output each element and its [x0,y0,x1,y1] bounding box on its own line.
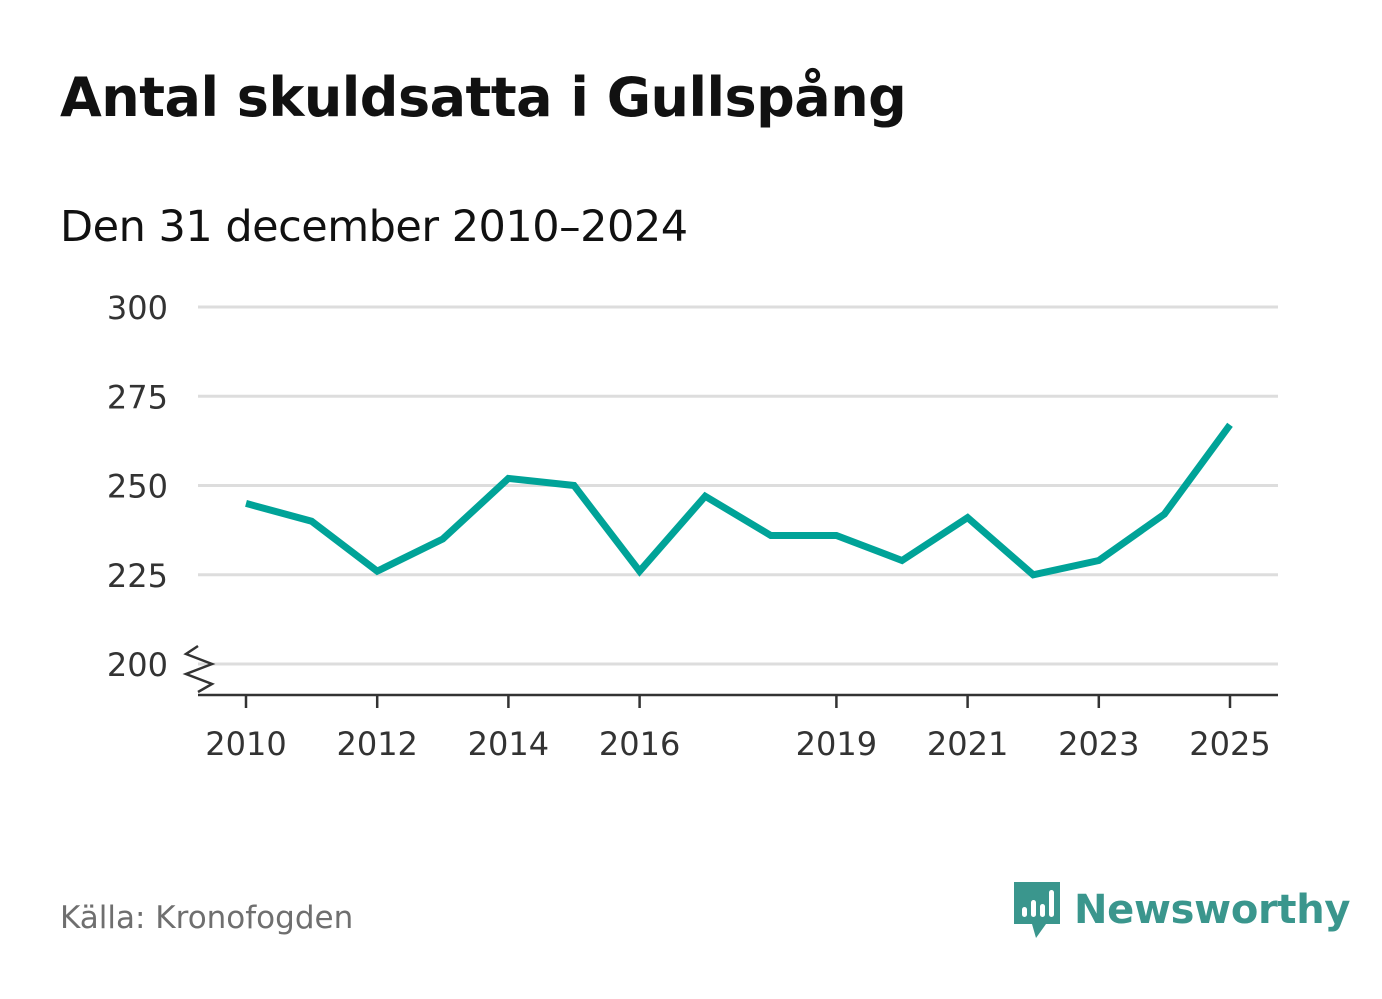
x-tick-label: 2014 [468,725,549,763]
y-axis-ticks: 200 225 250 275 300 [107,289,216,694]
newsworthy-logo-icon [1014,882,1060,938]
x-tick-label: 2025 [1189,725,1270,763]
chart-subtitle: Den 31 december 2010–2024 [60,202,688,252]
brand-logo: Newsworthy [1012,880,1351,940]
x-axis: 2010 2012 2014 2016 2019 2021 2023 2025 [198,693,1278,763]
x-tick-label: 2023 [1058,725,1139,763]
brand-name: Newsworthy [1074,887,1351,933]
y-tick-label: 225 [107,557,168,595]
source-note: Källa: Kronofogden [60,900,354,936]
x-tick-label: 2019 [796,725,877,763]
chart-title: Antal skuldsatta i Gullspång [60,66,907,129]
y-tick-label: 300 [107,289,168,327]
series-line [245,422,1233,579]
x-tick-label: 2021 [927,725,1008,763]
x-tick-label: 2010 [205,725,286,763]
gridlines [198,305,1278,666]
axis-break-icon [182,644,216,694]
series [245,422,1233,579]
y-tick-label: 200 [107,646,168,684]
x-tick-label: 2012 [336,725,417,763]
y-tick-label: 275 [107,378,168,416]
y-tick-label: 250 [107,468,168,506]
x-tick-label: 2016 [599,725,680,763]
